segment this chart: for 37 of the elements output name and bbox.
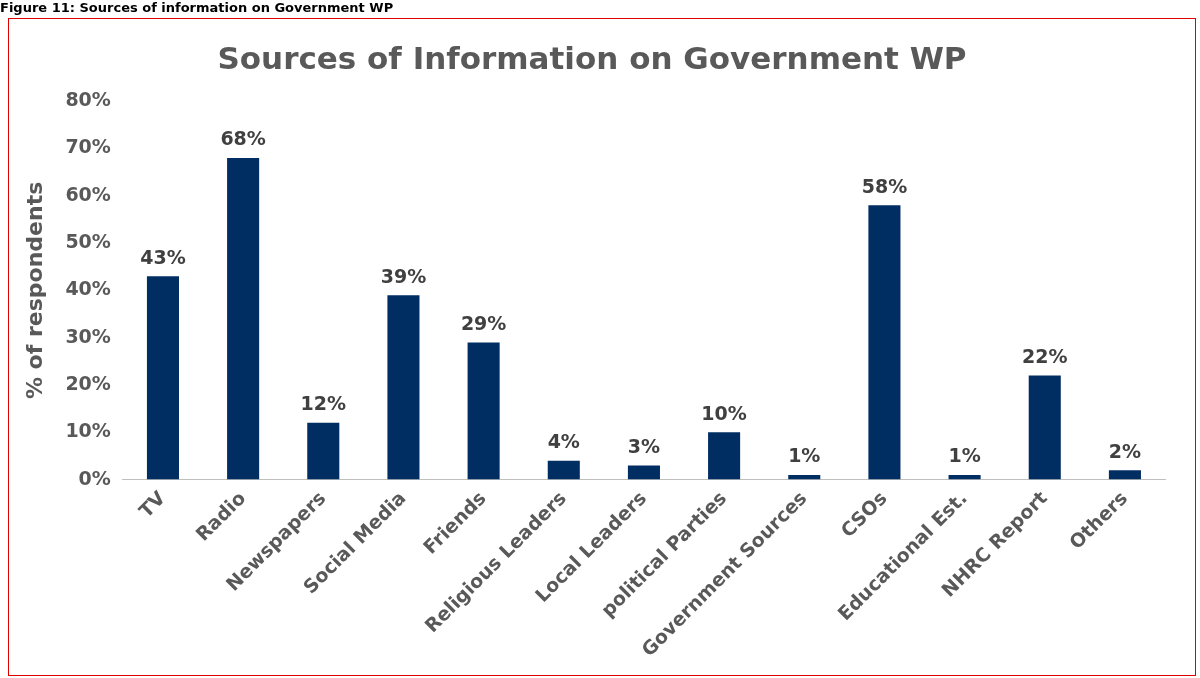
data-label: 58% — [861, 174, 908, 197]
x-tick-label: TV — [134, 486, 170, 522]
y-tick-label: 40% — [65, 277, 111, 300]
y-tick-label: 80% — [65, 88, 111, 111]
y-axis-title: % of respondents — [21, 181, 47, 400]
y-tick-label: 0% — [78, 466, 111, 489]
data-label: 1% — [788, 444, 821, 467]
y-tick-label: 10% — [65, 419, 111, 442]
bar — [627, 465, 660, 480]
y-tick-label: 60% — [65, 182, 111, 205]
data-label: 39% — [380, 264, 427, 287]
data-label: 2% — [1108, 439, 1142, 462]
bar — [387, 295, 420, 480]
y-tick-label: 20% — [65, 371, 111, 394]
bar — [708, 432, 741, 480]
data-label: 10% — [701, 401, 747, 424]
data-label: 29% — [460, 311, 507, 334]
bar — [868, 205, 901, 480]
y-tick-label: 30% — [65, 324, 111, 347]
data-label: 3% — [627, 434, 661, 457]
data-label: 68% — [220, 127, 266, 150]
bar — [307, 422, 340, 480]
data-label: 43% — [140, 245, 186, 268]
bar — [146, 276, 179, 480]
caption: Figure 11: Sources of information on Government WP — [0, 0, 394, 16]
bar — [1028, 375, 1061, 480]
bar — [547, 460, 580, 480]
y-tick-label: 70% — [65, 135, 111, 158]
bar — [1108, 470, 1141, 480]
data-label: 4% — [547, 430, 580, 453]
y-tick-label: 50% — [65, 230, 111, 253]
data-label: 22% — [1022, 344, 1068, 367]
bar — [467, 342, 500, 480]
bar — [227, 157, 260, 480]
data-label: 12% — [300, 392, 347, 415]
data-label: 1% — [948, 444, 981, 467]
chart-title: Sources of Information on Government WP — [217, 39, 967, 76]
